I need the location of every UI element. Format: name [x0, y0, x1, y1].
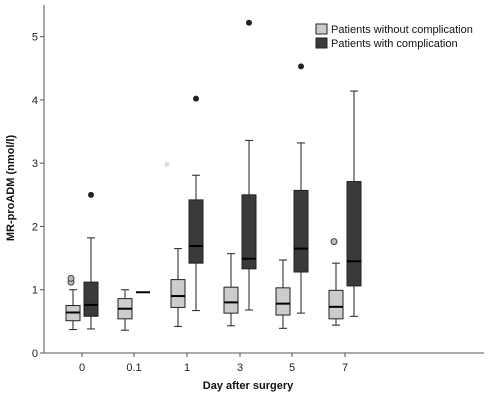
legend-swatch: [315, 23, 328, 35]
box-without-complication-day-7: [328, 238, 344, 326]
box-marks: [65, 19, 362, 331]
extreme-outlier-point: [164, 161, 170, 167]
box-iqr: [188, 199, 204, 264]
box-with-complication-day-3: [241, 19, 257, 311]
x-tick-label: 1: [184, 362, 190, 374]
box-iqr: [83, 281, 99, 317]
y-tick-label: 5: [32, 32, 38, 44]
y-tick-label: 3: [32, 158, 38, 170]
y-axis-label: MR-proADM (nmol/l): [5, 135, 17, 242]
box-iqr: [346, 181, 362, 287]
legend-label: Patients without complication: [331, 24, 473, 36]
box-with-complication-day-0: [83, 191, 99, 330]
box-without-complication-day-5: [275, 259, 291, 329]
y-tick-label: 4: [32, 95, 38, 107]
x-tick-label: 3: [237, 362, 243, 374]
axes: 0 1 2 3 4 5 0 0.1 1 3 5 7: [32, 5, 484, 374]
box-with-complication-day-1: [188, 95, 204, 312]
box-iqr: [241, 194, 257, 270]
box-iqr: [275, 287, 291, 316]
outlier-point: [246, 19, 252, 26]
legend: Patients without complication Patients wi…: [315, 23, 473, 50]
box-with-complication-day-5: [293, 63, 309, 314]
x-tick-label: 5: [289, 362, 295, 374]
box-iqr: [293, 189, 309, 273]
box-without-complication-day-0.1: [117, 289, 133, 331]
y-tick-label: 0: [32, 348, 38, 360]
x-axis-label: Day after surgery: [203, 380, 294, 392]
x-tick-label: 0: [79, 362, 85, 374]
box-without-complication-day-3: [223, 253, 239, 327]
y-tick-label: 2: [32, 221, 38, 233]
legend-swatch: [315, 37, 328, 49]
y-tick-label: 1: [32, 285, 38, 297]
box-without-complication-day-1: [164, 161, 186, 327]
box-iqr: [223, 286, 239, 314]
x-tick-label: 7: [342, 362, 348, 374]
outlier-point: [67, 274, 75, 282]
legend-label: Patients with complication: [331, 38, 458, 50]
outlier-point: [298, 63, 304, 70]
outlier-point: [193, 95, 199, 102]
outlier-point: [330, 238, 338, 246]
x-tick-label: 0.1: [126, 362, 141, 374]
box-without-complication-day-0: [65, 274, 81, 331]
outlier-point: [88, 191, 94, 198]
box-iqr: [328, 289, 344, 320]
box-iqr: [170, 279, 186, 308]
box-with-complication-day-7: [346, 90, 362, 317]
